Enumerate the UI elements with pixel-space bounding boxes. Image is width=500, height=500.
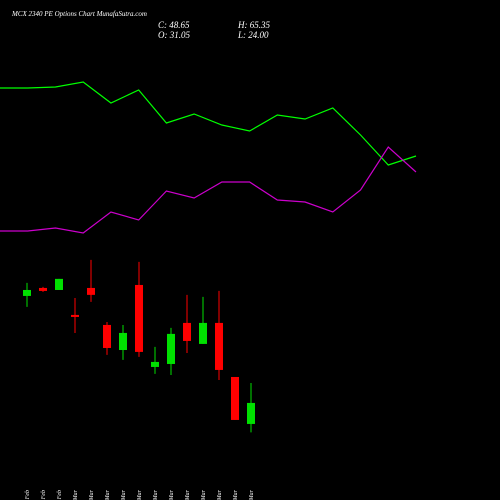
candle-body — [87, 287, 95, 295]
candle-body — [231, 376, 239, 420]
candle-body — [151, 361, 159, 367]
x-tick-label: 16 Mar — [217, 489, 223, 500]
x-tick-label: 26 Feb — [41, 490, 47, 500]
candle-body — [247, 402, 255, 424]
ohlc-label: L: 24.00 — [237, 30, 269, 40]
x-tick-label: 12 Mar — [185, 489, 191, 500]
indicator-line — [0, 146, 417, 234]
x-tick-label: 05 Mar — [105, 489, 111, 500]
candle-body — [23, 289, 31, 296]
candle-body — [199, 322, 207, 344]
x-tick-label: 11 Mar — [169, 489, 175, 500]
candle-body — [71, 314, 79, 317]
x-tick-label: 06 Mar — [121, 489, 127, 500]
x-tick-label: 13 Mar — [201, 489, 207, 500]
x-tick-label: 10 Mar — [153, 489, 159, 500]
candle-body — [135, 284, 143, 352]
x-tick-label: 09 Mar — [137, 489, 143, 500]
ohlc-label: C: 48.65 — [158, 20, 190, 30]
x-tick-label: 04 Mar — [88, 489, 95, 500]
x-tick-label: 18 Mar — [249, 489, 255, 500]
x-tick-label: 17 Mar — [233, 489, 239, 500]
candle-body — [183, 322, 191, 341]
candle-body — [39, 287, 47, 291]
x-tick-label: 02 Mar — [73, 489, 79, 500]
indicator-line — [0, 81, 417, 166]
candle-body — [167, 333, 175, 364]
candle-body — [119, 332, 127, 351]
x-tick-label: 27 Feb — [57, 490, 63, 500]
ohlc-label: O: 31.05 — [158, 30, 190, 40]
candle-body — [215, 322, 223, 370]
ohlc-label: H: 65.35 — [237, 20, 270, 30]
x-tick-label: 25 Feb — [25, 490, 31, 500]
chart-title: MCX 2340 PE Options Chart MunafaSutra.co… — [11, 10, 147, 18]
candle-body — [103, 324, 111, 348]
candle-body — [55, 278, 63, 290]
